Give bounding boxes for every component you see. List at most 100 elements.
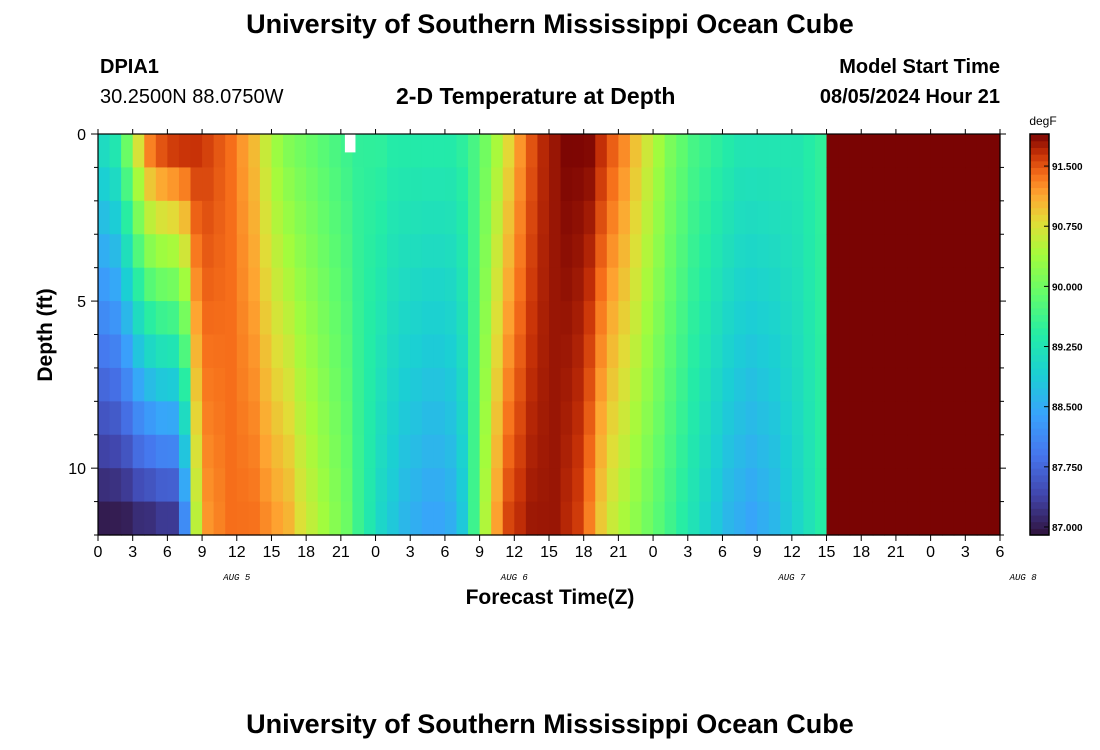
x-tick-label: 12 (505, 544, 523, 561)
heatmap-cell (398, 367, 411, 402)
heatmap-cell (676, 301, 689, 336)
heatmap-cell (387, 234, 400, 269)
heatmap-cell (895, 334, 909, 369)
heatmap-cell (340, 301, 354, 336)
heatmap-cell (190, 401, 203, 436)
heatmap-cell (387, 501, 400, 536)
heatmap-cell (363, 267, 377, 302)
heatmap-cell (375, 334, 388, 369)
heatmap-cell (375, 134, 388, 169)
heatmap-cell (976, 401, 990, 436)
heatmap-cell (132, 301, 145, 336)
heatmap-cell (595, 434, 608, 469)
heatmap-cell (699, 200, 712, 235)
heatmap-cell (363, 334, 377, 369)
heatmap-cell (745, 434, 758, 469)
colorbar-swatch (1030, 267, 1049, 275)
heatmap-cell (653, 367, 666, 402)
heatmap-cell (814, 267, 828, 302)
heatmap-cell (387, 167, 400, 202)
heatmap-cell (641, 434, 654, 469)
heatmap-cells (98, 134, 1001, 536)
heatmap-cell (178, 234, 192, 269)
heatmap-cell (676, 334, 689, 369)
heatmap-cell (121, 501, 134, 536)
heatmap-cell (468, 234, 481, 269)
heatmap-cell (178, 434, 192, 469)
x-tick-label: 15 (263, 544, 281, 561)
heatmap-cell (930, 301, 943, 336)
heatmap-cell (387, 134, 400, 169)
heatmap-cell (560, 334, 573, 369)
heatmap-cell (178, 200, 192, 235)
heatmap-cell (387, 200, 400, 235)
heatmap-cell (456, 501, 469, 536)
heatmap-cell (988, 234, 1001, 269)
heatmap-cell (757, 468, 770, 503)
heatmap-cell (190, 134, 203, 169)
heatmap-cell (572, 501, 585, 536)
heatmap-cell (144, 134, 157, 169)
heatmap-cell (363, 200, 377, 235)
heatmap-cell (676, 200, 689, 235)
heatmap-cell (444, 334, 458, 369)
heatmap-cell (225, 367, 238, 402)
colorbar-swatch (1030, 367, 1049, 376)
heatmap-cell (144, 334, 157, 369)
heatmap-cell (687, 267, 700, 302)
heatmap-cell (895, 401, 909, 436)
heatmap-cell (757, 434, 770, 469)
heatmap-cell (468, 367, 481, 402)
heatmap-cell (444, 200, 458, 235)
heatmap-cell (629, 334, 643, 369)
heatmap-cell (722, 134, 735, 169)
heatmap-cell (525, 334, 539, 369)
colorbar-swatch (1030, 247, 1049, 255)
x-tick-label: 9 (475, 544, 484, 561)
heatmap-cell (132, 401, 145, 436)
heatmap-cell (410, 367, 423, 402)
heatmap-cell (560, 167, 573, 202)
heatmap-cell (468, 134, 481, 169)
x-tick-label: 6 (718, 544, 727, 561)
heatmap-cell (768, 468, 781, 503)
heatmap-cell (167, 401, 180, 436)
heatmap-cell (618, 134, 631, 169)
heatmap-cell (560, 134, 573, 169)
colorbar-swatch (1030, 508, 1049, 516)
heatmap-cell (884, 367, 897, 402)
heatmap-cell (814, 334, 828, 369)
colorbar-swatch (1030, 194, 1049, 202)
heatmap-cell (98, 267, 111, 302)
heatmap-cell (791, 200, 805, 235)
colorbar-swatch (1030, 327, 1049, 336)
heatmap-cell (780, 434, 793, 469)
heatmap-cell (294, 134, 307, 169)
heatmap-cell (132, 134, 145, 169)
heatmap-cell (317, 334, 330, 369)
heatmap-cell (722, 334, 735, 369)
heatmap-cell (734, 501, 747, 536)
heatmap-cell (225, 434, 238, 469)
heatmap-cell (976, 334, 990, 369)
heatmap-cell (121, 367, 134, 402)
heatmap-cell (549, 468, 562, 503)
heatmap-cell (814, 301, 828, 336)
heatmap-cell (502, 501, 515, 536)
heatmap-cell (502, 267, 515, 302)
heatmap-cell (283, 334, 296, 369)
heatmap-cell (491, 167, 504, 202)
heatmap-cell (768, 434, 781, 469)
heatmap-cell (653, 301, 666, 336)
heatmap-cell (167, 134, 180, 169)
heatmap-cell (618, 334, 631, 369)
heatmap-cell (340, 434, 354, 469)
heatmap-cell (919, 468, 932, 503)
heatmap-cell (618, 367, 631, 402)
heatmap-cell (907, 367, 920, 402)
heatmap-cell (942, 334, 955, 369)
heatmap-cell (618, 267, 631, 302)
heatmap-cell (872, 301, 885, 336)
heatmap-cell (687, 367, 700, 402)
heatmap-cell (202, 501, 215, 536)
